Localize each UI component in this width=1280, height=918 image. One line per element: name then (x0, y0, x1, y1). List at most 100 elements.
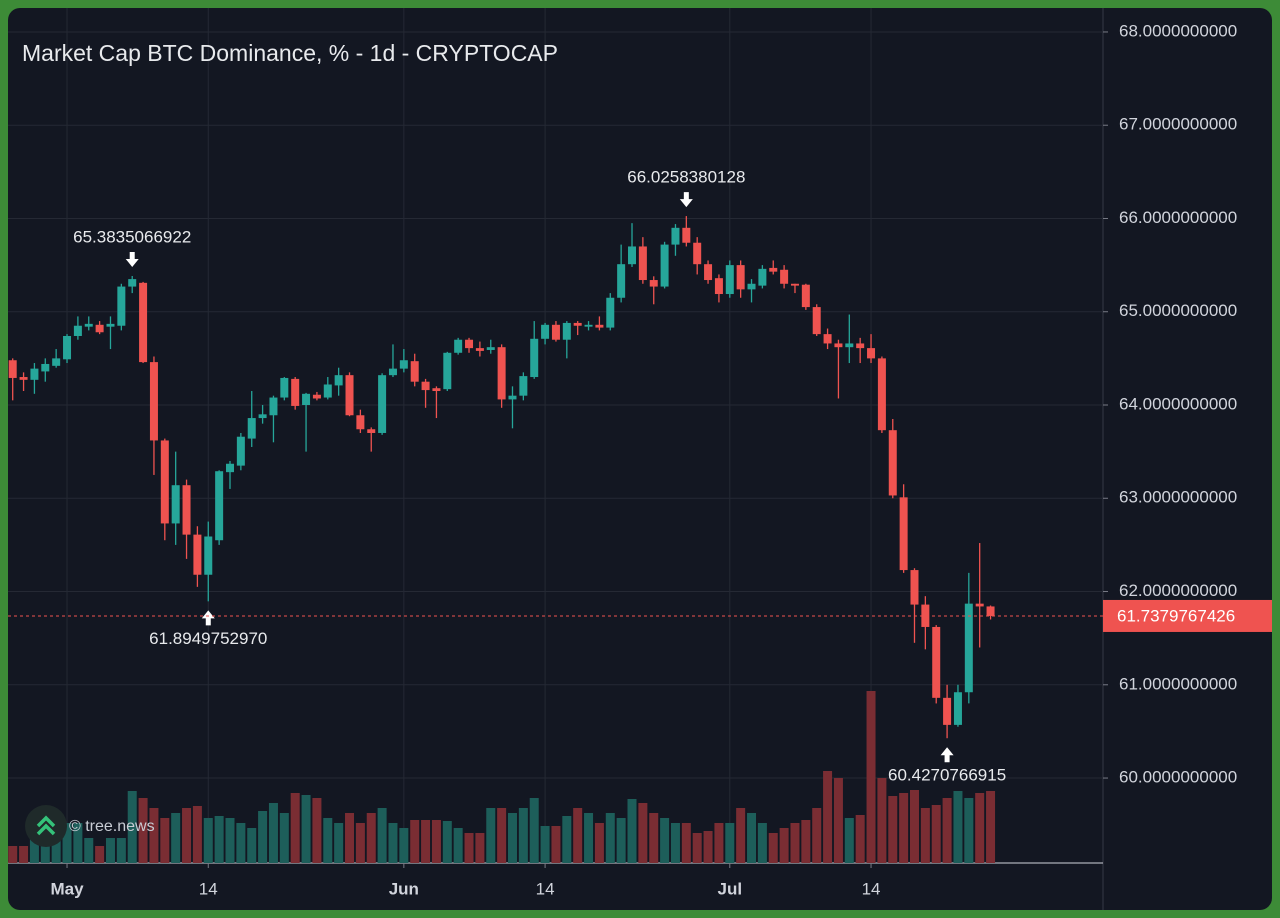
volume-bar (95, 846, 105, 863)
volume-bar (953, 791, 963, 863)
candle-body (497, 347, 506, 400)
volume-bar (127, 791, 137, 863)
volume-bar (214, 816, 224, 863)
volume-bar (660, 818, 670, 863)
candle-body (215, 471, 224, 541)
candle-body (454, 339, 463, 353)
candle-body (291, 378, 300, 406)
volume-bar (616, 818, 626, 863)
candle-body (84, 323, 93, 327)
candle-body (736, 265, 745, 290)
volume-bar (584, 813, 594, 863)
candle-body (888, 430, 897, 496)
volume-bar (486, 808, 496, 863)
annotation-arrow (201, 610, 215, 626)
volume-bar (377, 808, 387, 863)
volume-bar (73, 823, 83, 863)
volume-bar (62, 823, 72, 863)
candle-body (399, 360, 408, 369)
candle-body (421, 381, 430, 391)
volume-bar (670, 823, 680, 863)
volume-bar (138, 798, 148, 863)
candle-body (660, 244, 669, 287)
candle-body (628, 246, 637, 265)
candle-body (932, 626, 941, 698)
candle-body (747, 283, 756, 290)
candle-body (334, 375, 343, 386)
candle-body (769, 267, 778, 272)
volume-bar (681, 823, 691, 863)
candle-body (725, 265, 734, 295)
volume-bar (40, 833, 50, 863)
candle-body (302, 393, 311, 406)
candle-body (128, 279, 137, 287)
candle-body (910, 570, 919, 605)
annotation-arrow (125, 251, 139, 267)
candle-body (8, 360, 17, 378)
x-tick-label: 14 (199, 879, 218, 898)
volume-bar (888, 796, 898, 863)
volume-bar (507, 813, 517, 863)
y-tick-label: 68.0000000000 (1119, 21, 1237, 40)
volume-bar (29, 833, 39, 863)
x-tick-label: 14 (862, 879, 881, 898)
candle-body (410, 361, 419, 382)
candle-body (780, 269, 789, 284)
annotation-label: 65.3835066922 (73, 227, 191, 246)
candle-body (584, 324, 593, 327)
volume-bar (160, 818, 170, 863)
volume-bar (920, 808, 930, 863)
watermark-icon (36, 815, 56, 836)
candle-body (356, 415, 365, 430)
annotation-label: 66.0258380128 (627, 168, 745, 187)
candle-body (247, 418, 256, 439)
candle-body (606, 297, 615, 328)
volume-bar (247, 828, 257, 863)
volume-bar (942, 798, 952, 863)
volume-bar (757, 823, 767, 863)
volume-bar (909, 790, 919, 863)
annotation-layer: 65.3835066922 61.8949752970 66.0258380128 6… (8, 168, 1103, 785)
candle-body (475, 348, 484, 351)
volume-bar (714, 823, 724, 863)
volume-bar (573, 808, 583, 863)
volume-bar (355, 823, 365, 863)
candle-body (269, 397, 278, 416)
volume-bar (366, 813, 376, 863)
candle-body (193, 534, 202, 575)
candle-body (519, 376, 528, 396)
volume-bar (551, 826, 561, 863)
volume-bar (464, 833, 474, 863)
annotation-label: 60.4270766915 (888, 766, 1006, 785)
volume-bar (790, 823, 800, 863)
volume-bar (51, 828, 61, 863)
volume-bar (779, 828, 789, 863)
watermark: © tree.news (25, 805, 155, 847)
candle-body (388, 368, 397, 376)
candle-body (617, 264, 626, 298)
candle-body (378, 375, 387, 433)
candle-body (845, 343, 854, 348)
candle-body (19, 377, 28, 380)
volume-bar (290, 793, 300, 863)
candle-body (41, 363, 50, 372)
candle-body (508, 395, 517, 400)
candle-body (649, 280, 658, 287)
chart-background (8, 8, 1272, 910)
candle-body (638, 246, 647, 281)
candle-body (867, 348, 876, 359)
y-tick-label: 64.0000000000 (1119, 394, 1237, 413)
candle-body (975, 603, 984, 607)
x-tick-label: 14 (536, 879, 555, 898)
volume-bar (105, 838, 115, 863)
chart-title: Market Cap BTC Dominance, % - 1d - CRYPT… (22, 40, 558, 66)
candle-body (236, 436, 245, 466)
volume-bar (268, 803, 278, 863)
volume-bar (19, 846, 29, 863)
candle-body (486, 347, 495, 350)
volume-bar (899, 793, 909, 863)
volume-bar (431, 820, 441, 863)
volume-bar (877, 778, 887, 863)
candle-body (312, 394, 321, 399)
volume-bar (931, 805, 941, 863)
